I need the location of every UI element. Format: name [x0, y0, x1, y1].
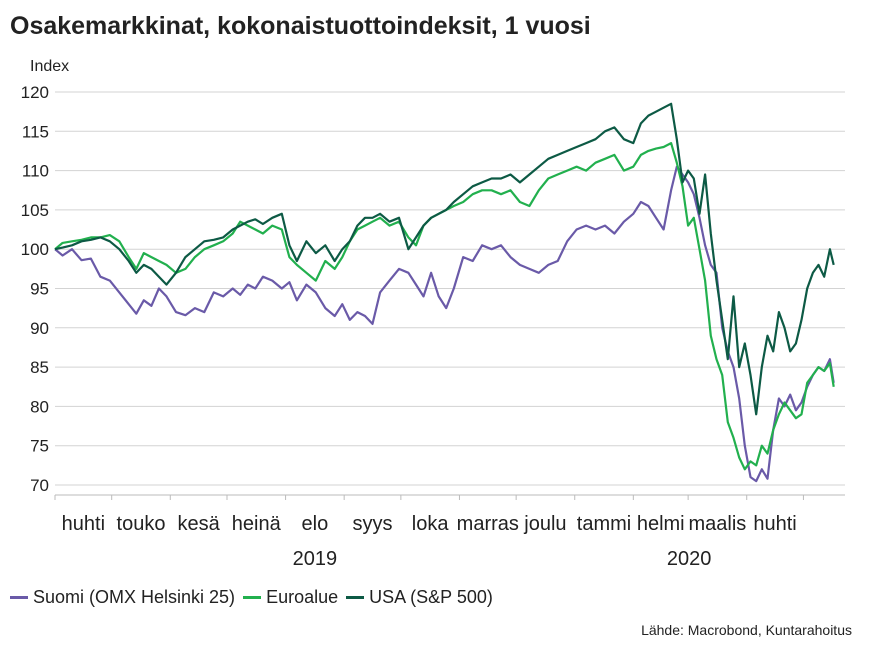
legend: Suomi (OMX Helsinki 25) Euroalue USA (S&…	[10, 587, 501, 608]
x-tick-label-4: elo	[302, 513, 329, 535]
y-tick-label-120: 120	[21, 83, 49, 102]
y-tick-label-80: 80	[30, 397, 49, 416]
x-tick-label-12: huhti	[753, 513, 796, 535]
x-axis: huhti touko kesä heinä elo syys loka marras joul…	[54, 494, 845, 570]
x-tick-label-0: huhti	[62, 513, 105, 535]
x-year-label-2020: 2020	[667, 548, 712, 570]
x-tick-label-6: loka	[412, 513, 450, 535]
x-tick-label-2: kesä	[178, 513, 221, 535]
y-tick-label-90: 90	[30, 319, 49, 338]
x-tick-label-10: helmi	[637, 513, 685, 535]
x-year-label-2019: 2019	[293, 548, 338, 570]
legend-label-usa: USA (S&P 500)	[369, 587, 493, 607]
y-tick-label-100: 100	[21, 240, 49, 259]
legend-swatch-suomi	[10, 596, 28, 599]
series-line-1	[54, 142, 835, 471]
chart-title: Osakemarkkinat, kokonaistuottoindeksit, …	[10, 12, 591, 40]
legend-item-suomi: Suomi (OMX Helsinki 25)	[10, 587, 235, 608]
y-tick-label-115: 115	[22, 122, 49, 141]
y-tick-label-105: 105	[21, 201, 49, 220]
legend-label-euroalue: Euroalue	[266, 587, 339, 607]
legend-label-suomi: Suomi (OMX Helsinki 25)	[33, 587, 236, 607]
y-axis-ticks: 70 75 80 85 90 95 100 105 110 115 120	[21, 83, 49, 495]
series-line-0	[54, 165, 835, 483]
y-tick-label-110: 110	[22, 162, 49, 181]
x-tick-label-9: tammi	[577, 513, 631, 535]
source-note: Lähde: Macrobond, Kuntarahoitus	[641, 622, 852, 638]
x-tick-label-7: marras	[457, 513, 519, 535]
x-tick-label-1: touko	[117, 513, 166, 535]
y-tick-label-85: 85	[30, 358, 49, 377]
x-tick-label-3: heinä	[232, 513, 282, 535]
legend-swatch-euroalue	[243, 596, 262, 599]
y-tick-label-70: 70	[30, 476, 49, 495]
y-tick-label-95: 95	[30, 280, 49, 299]
series-lines	[54, 102, 835, 483]
series-line-2	[54, 102, 835, 416]
y-tick-label-75: 75	[30, 437, 49, 456]
x-tick-label-5: syys	[353, 513, 393, 535]
legend-item-euroalue: Euroalue	[243, 587, 338, 608]
x-tick-label-11: maalis	[689, 513, 747, 535]
legend-swatch-usa	[346, 596, 365, 599]
x-tick-label-8: joulu	[523, 513, 566, 535]
y-axis-label: Index	[30, 58, 69, 75]
gridlines	[55, 91, 845, 486]
legend-item-usa: USA (S&P 500)	[346, 587, 493, 608]
